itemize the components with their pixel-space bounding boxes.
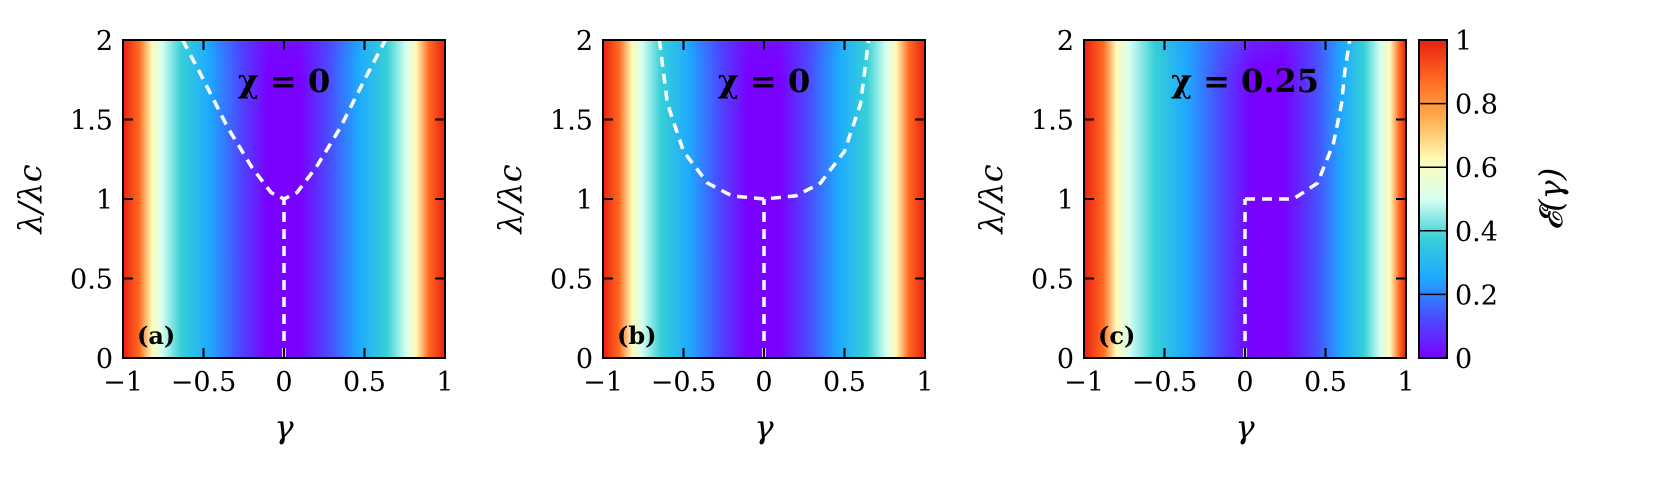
- x-tick-label: 0: [275, 367, 292, 398]
- y-axis-label: λ/λc: [491, 164, 529, 235]
- panel-b: −1 −0.5 0 0.5 1 0 0.5 1 1.5 2 γ λ/λc χ = 0 (b): [491, 26, 934, 446]
- panel-label: (b): [617, 321, 657, 350]
- heatmap-glow: [628, 40, 900, 238]
- x-tick-label: −1: [583, 367, 623, 398]
- x-axis-label: γ: [754, 408, 774, 446]
- x-tick-label: 0.5: [1304, 367, 1347, 398]
- y-tick-label: 0.5: [550, 265, 593, 296]
- colorbar-bar: [1418, 39, 1448, 359]
- x-tick-label: 1: [916, 367, 933, 398]
- colorbar: 0 0.2 0.4 0.6 0.8 1 𝓔(γ): [1418, 26, 1570, 375]
- x-tick-label: 0.5: [343, 367, 386, 398]
- x-tick-label: −1: [1064, 367, 1104, 398]
- heatmap-area: [123, 40, 445, 358]
- x-axis-label: γ: [1235, 408, 1255, 446]
- chi-annotation: χ = 0.25: [1171, 62, 1319, 100]
- y-tick-label: 1: [96, 185, 113, 216]
- y-axis-label: λ/λc: [11, 164, 49, 235]
- x-axis-label: γ: [274, 408, 294, 446]
- colorbar-tick-label: 0: [1455, 344, 1472, 375]
- colorbar-tick-label: 0.2: [1455, 280, 1498, 311]
- phase-boundary-curve: [1245, 40, 1352, 201]
- y-tick-label: 1.5: [70, 106, 113, 137]
- x-tick-label: 1: [436, 367, 453, 398]
- x-tick-label: 1: [1397, 367, 1414, 398]
- y-tick-label: 0.5: [1031, 265, 1074, 296]
- heatmap-area: [1084, 40, 1406, 358]
- phase-boundary-curve: [181, 40, 387, 201]
- x-tick-label: 0: [1236, 367, 1253, 398]
- y-axis-label: λ/λc: [972, 164, 1010, 235]
- panel-label: (a): [137, 321, 175, 350]
- y-tick-label: 0: [1057, 344, 1074, 375]
- x-tick-label: −0.5: [1132, 367, 1198, 398]
- y-tick-label: 2: [576, 26, 593, 57]
- y-tick-label: 0.5: [70, 265, 113, 296]
- phase-boundary-curve: [657, 40, 871, 201]
- heatmap-area: [603, 40, 925, 358]
- colorbar-tick-label: 0.6: [1455, 153, 1498, 184]
- heatmap-glow: [148, 40, 420, 238]
- colorbar-tick-label: 1: [1455, 26, 1472, 57]
- panel-label: (c): [1098, 321, 1135, 350]
- y-tick-label: 1.5: [550, 106, 593, 137]
- y-tick-label: 1.5: [1031, 106, 1074, 137]
- y-tick-label: 0: [96, 344, 113, 375]
- x-tick-label: −0.5: [651, 367, 717, 398]
- colorbar-label: 𝓔(γ): [1532, 168, 1570, 230]
- y-tick-label: 0: [576, 344, 593, 375]
- y-tick-label: 1: [576, 185, 593, 216]
- heatmap-glow: [1093, 40, 1365, 238]
- x-tick-label: 0: [755, 367, 772, 398]
- x-tick-label: −0.5: [171, 367, 237, 398]
- panel-a: −1 −0.5 0 0.5 1 0 0.5 1 1.5 2 γ λ/λc χ = 0 (a): [11, 26, 454, 446]
- y-tick-label: 2: [96, 26, 113, 57]
- x-tick-label: −1: [103, 367, 143, 398]
- y-tick-label: 2: [1057, 26, 1074, 57]
- colorbar-tick-label: 0.4: [1455, 217, 1498, 248]
- colorbar-tick-label: 0.8: [1455, 90, 1498, 121]
- y-tick-label: 1: [1057, 185, 1074, 216]
- chi-annotation: χ = 0: [718, 62, 810, 100]
- panel-c: −1 −0.5 0 0.5 1 0 0.5 1 1.5 2 γ λ/λc χ = 0.25 (c): [972, 26, 1415, 446]
- chi-annotation: χ = 0: [238, 62, 330, 100]
- x-tick-label: 0.5: [823, 367, 866, 398]
